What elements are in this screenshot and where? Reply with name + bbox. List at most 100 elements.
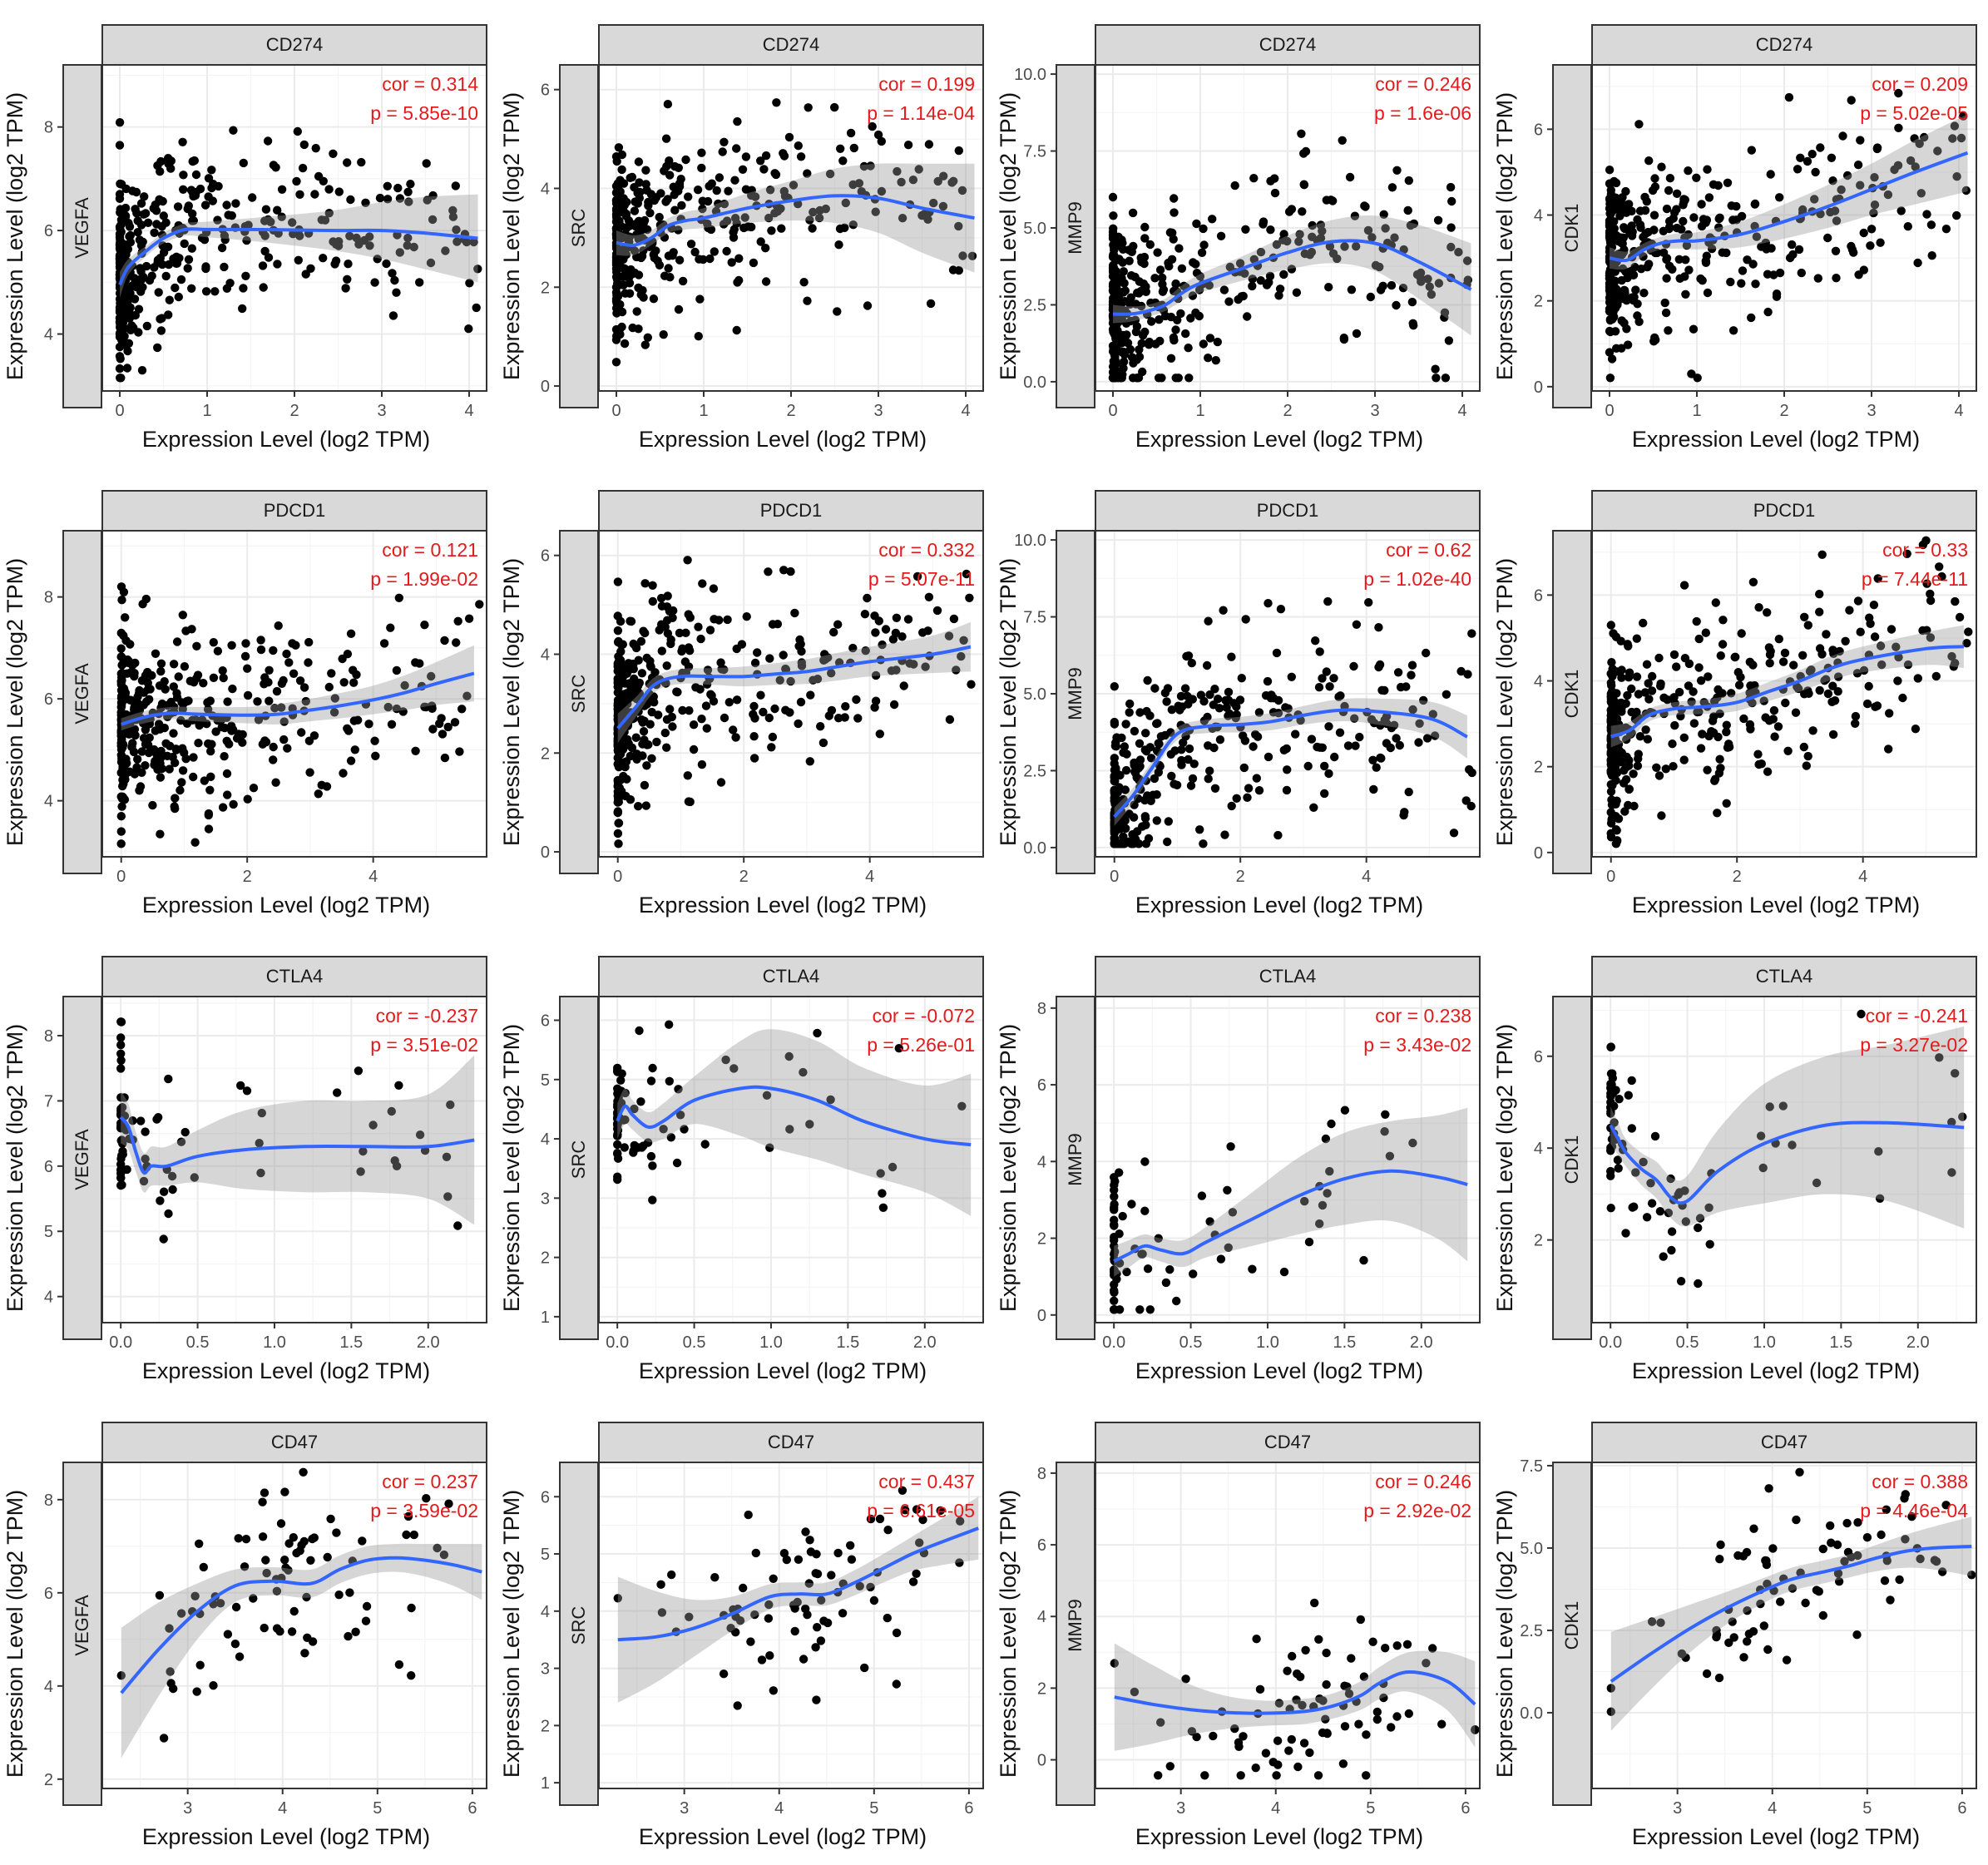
data-point — [1305, 1748, 1314, 1758]
data-point — [645, 661, 655, 670]
data-point — [1155, 315, 1164, 324]
data-point — [1696, 676, 1706, 685]
data-point — [1199, 696, 1209, 706]
data-point — [176, 1609, 186, 1618]
correlation-label: cor = -0.237 — [376, 1005, 478, 1026]
data-point — [1130, 726, 1140, 736]
data-point — [1656, 1618, 1665, 1627]
data-point — [197, 715, 207, 725]
data-point — [150, 745, 159, 754]
data-point — [259, 283, 268, 292]
data-point — [159, 1734, 169, 1743]
data-point — [289, 669, 299, 678]
data-point — [295, 231, 304, 240]
data-point — [614, 794, 623, 804]
data-point — [1170, 746, 1179, 755]
data-point — [1714, 223, 1723, 232]
loess-fit-line — [616, 645, 972, 730]
data-point — [130, 669, 139, 678]
data-point — [1226, 1142, 1235, 1151]
data-point — [1145, 240, 1155, 250]
data-point — [634, 1143, 643, 1152]
data-point — [634, 157, 644, 166]
data-point — [1639, 232, 1648, 242]
data-point — [1146, 754, 1156, 763]
data-point — [1176, 309, 1185, 319]
data-point — [1667, 1227, 1677, 1236]
data-point — [455, 747, 464, 756]
data-point — [1158, 273, 1167, 283]
data-point — [205, 785, 215, 794]
data-point — [690, 247, 700, 257]
data-point — [148, 800, 157, 810]
data-point — [163, 154, 173, 163]
y-axis-title: Expression Level (log2 TPM) — [1492, 1024, 1517, 1312]
data-point — [156, 754, 166, 763]
data-point — [179, 185, 188, 194]
y-tick-label: 4 — [1037, 1608, 1046, 1626]
data-point — [1140, 1157, 1150, 1166]
data-point — [1371, 260, 1381, 270]
data-point — [324, 185, 334, 194]
data-point — [1249, 255, 1259, 264]
data-point — [616, 1076, 626, 1085]
data-point — [1141, 729, 1150, 738]
data-point — [1423, 275, 1432, 284]
data-point — [1785, 253, 1795, 263]
data-point — [1125, 699, 1135, 709]
gene-strip-label: CDK1 — [1561, 204, 1582, 253]
data-point — [769, 1574, 778, 1583]
data-point — [651, 193, 661, 202]
data-point — [151, 206, 161, 215]
data-point — [1958, 1112, 1967, 1121]
y-tick-label: 3 — [541, 1190, 550, 1208]
data-point — [939, 171, 948, 181]
scatter-panel-pdcd1-cdk1: PDCD1 CDK1 0 2 4 0 2 4 6 Expression Level (log2 T… — [1490, 466, 1986, 932]
y-tick-label: 2.5 — [1520, 1622, 1543, 1640]
y-tick-label: 0.0 — [1023, 839, 1046, 858]
data-point — [1798, 651, 1807, 660]
data-point — [1192, 219, 1201, 229]
data-point — [646, 1076, 656, 1086]
data-point — [190, 1591, 200, 1600]
data-point — [1171, 325, 1180, 334]
data-point — [176, 785, 185, 795]
data-point — [1274, 291, 1283, 300]
data-point — [1172, 1296, 1181, 1306]
data-point — [1738, 266, 1748, 275]
data-point — [1605, 247, 1615, 256]
data-point — [260, 673, 270, 682]
data-point — [1647, 686, 1657, 695]
data-point — [1118, 239, 1127, 248]
data-point — [172, 637, 182, 646]
data-point — [1702, 215, 1712, 225]
data-point — [613, 1063, 622, 1073]
data-point — [279, 717, 289, 726]
data-point — [771, 170, 781, 180]
data-point — [657, 646, 666, 655]
scatter-panel-cd274-src: CD274 SRC 0 1 2 3 4 0 2 4 6 Expression Level (log2 … — [497, 0, 993, 466]
data-point — [1135, 277, 1144, 286]
data-point — [1657, 811, 1666, 820]
data-point — [1911, 725, 1921, 734]
data-point — [1237, 674, 1246, 683]
data-point — [753, 648, 762, 657]
data-point — [1933, 146, 1942, 156]
data-point — [1216, 231, 1226, 240]
data-point — [1606, 669, 1615, 679]
data-point — [289, 1533, 298, 1542]
data-point — [1609, 698, 1619, 708]
data-point — [813, 1569, 823, 1579]
p-value-label: p = 2.92e-02 — [1363, 1500, 1471, 1521]
plot-background — [1592, 531, 1976, 857]
data-point — [769, 1686, 778, 1695]
data-point — [448, 212, 458, 221]
data-point — [1205, 334, 1215, 343]
data-point — [178, 705, 187, 714]
data-point — [1743, 1637, 1752, 1646]
data-point — [1628, 1203, 1637, 1212]
data-point — [118, 689, 127, 698]
data-point — [1166, 728, 1175, 737]
data-point — [228, 684, 237, 694]
